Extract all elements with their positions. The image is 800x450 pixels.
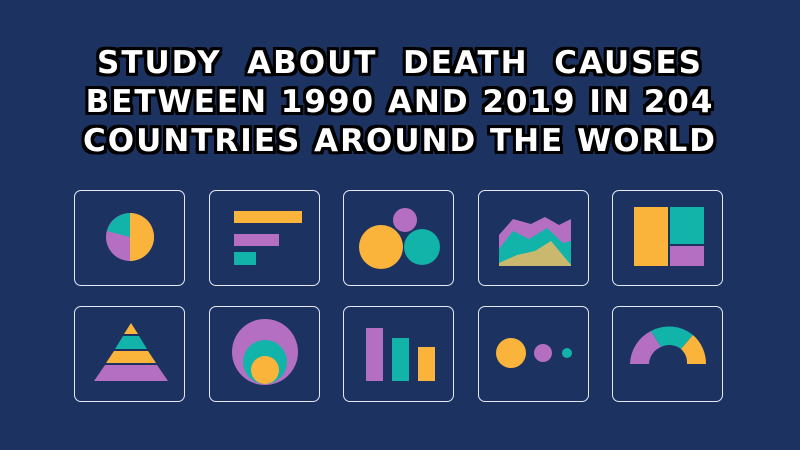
tile-nested-circles xyxy=(209,306,320,402)
pyramid-chart-icon xyxy=(94,323,168,381)
area-chart-icon xyxy=(499,217,571,266)
tile-vertical-bar-chart xyxy=(343,306,454,402)
tile-horizontal-bar-chart xyxy=(209,190,320,286)
chart-icon-grid xyxy=(74,190,724,404)
title-line-1: STUDY ABOUT DEATH CAUSES xyxy=(97,45,703,81)
tile-semicircle-gauge xyxy=(612,306,723,402)
dot-size-chart-icon xyxy=(496,338,572,368)
nested-circles-icon xyxy=(232,319,298,385)
tile-bubble-chart xyxy=(343,190,454,286)
tile-treemap xyxy=(612,190,723,286)
semicircle-gauge-icon xyxy=(630,326,707,364)
vertical-bar-chart-icon xyxy=(366,328,435,381)
tile-pyramid-chart xyxy=(74,306,185,402)
bubble-chart-icon xyxy=(359,208,440,269)
treemap-icon xyxy=(634,207,704,266)
tile-pie-chart xyxy=(74,190,185,286)
tile-area-chart xyxy=(478,190,589,286)
title-line-2: BETWEEN 1990 AND 2019 IN 204 xyxy=(85,84,715,120)
pie-chart-icon xyxy=(106,213,154,261)
tile-dot-size-chart xyxy=(478,306,589,402)
title-line-3: COUNTRIES AROUND THE WORLD xyxy=(83,123,717,159)
page-title: STUDY ABOUT DEATH CAUSES BETWEEN 1990 AN… xyxy=(0,44,800,161)
horizontal-bar-chart-icon xyxy=(234,211,302,265)
